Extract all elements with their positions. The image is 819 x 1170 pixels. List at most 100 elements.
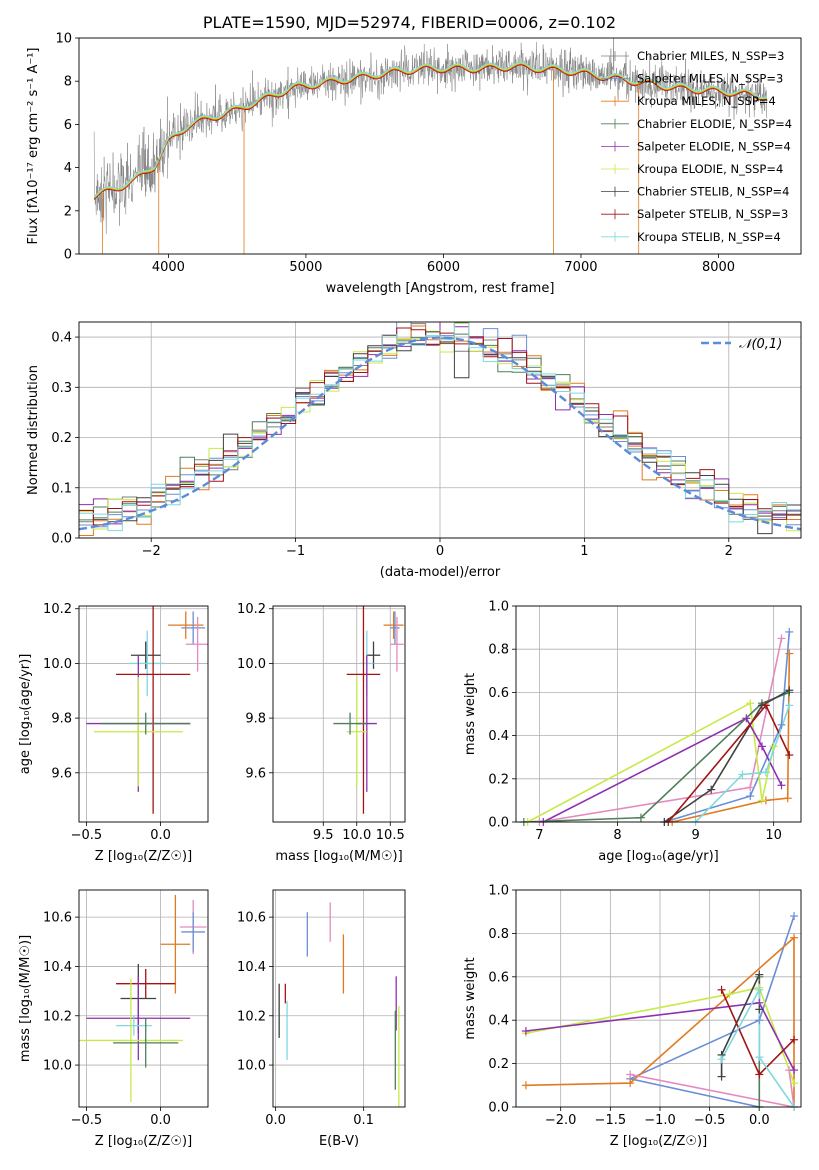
x-tick-label: 9.5 xyxy=(313,828,334,843)
panel-age_vs_Z: −0.5 0.0 9.6 9.8 10.0 10.2 Z [log₁₀(Z/Z☉)] age … xyxy=(18,602,209,864)
weight-line-chabrier_stelib xyxy=(663,689,790,822)
y-tick-label: 0.8 xyxy=(488,643,509,658)
spectrum-model-kroupa_stelib xyxy=(93,61,767,197)
legend-label: Chabrier ELODIE, N_SSP=4 xyxy=(637,117,792,131)
x-axis-label: Z [log₁₀(Z/Z☉)] xyxy=(95,1134,192,1149)
x-tick-label: 5000 xyxy=(289,260,322,275)
y-tick-label: 10.0 xyxy=(43,657,72,672)
panel-weight_vs_age: 7 8 9 10 0.0 0.2 0.4 0.6 0.8 1.0 age [log₁₀(age/yr… xyxy=(463,600,802,864)
plot-area xyxy=(93,38,767,254)
y-tick-label: 10.4 xyxy=(237,960,266,975)
panel-spectrum: 4000 5000 6000 7000 8000 0 2 4 6 8 10 wavelength [A… xyxy=(26,32,802,296)
y-tick-label: 10.2 xyxy=(43,602,72,617)
y-axis-label: mass weight xyxy=(463,957,478,1039)
x-axis-label: E(B-V) xyxy=(319,1134,359,1149)
weight-line-kroupa_miles xyxy=(672,653,791,822)
panel-mass_vs_ebv: 0.0 0.1 10.0 10.2 10.4 10.6 E(B-V) xyxy=(237,889,406,1149)
y-tick-label: 0.6 xyxy=(488,970,509,985)
legend-label: 𝒩(0,1) xyxy=(739,337,782,352)
y-tick-label: 2 xyxy=(64,204,72,219)
x-tick-label: 2 xyxy=(725,544,733,559)
weight-line-salpeter_miles xyxy=(627,915,795,1107)
y-tick-label: 0.0 xyxy=(51,532,72,547)
panel-mass_vs_Z: −0.5 0.0 10.0 10.2 10.4 10.6 Z [log₁₀(Z/Z☉)] ma… xyxy=(18,889,209,1149)
y-tick-label: 0.1 xyxy=(51,481,72,496)
y-tick-label: 10.0 xyxy=(43,1059,72,1074)
weight-line-kroupa_elodie xyxy=(527,701,775,822)
plot-area xyxy=(523,631,791,822)
x-tick-label: 0.0 xyxy=(150,828,171,843)
spectrum-model-kroupa_miles xyxy=(93,63,767,199)
y-axis-label: mass [log₁₀(M/M☉)] xyxy=(18,935,33,1062)
y-tick-label: 10.6 xyxy=(43,911,72,926)
panel-age_vs_mass: 9.5 10.0 10.5 9.6 9.8 10.0 10.2 mass [log₁₀(M/M… xyxy=(237,602,406,864)
axes-frame xyxy=(272,889,406,1108)
legend-label: Salpeter STELIB, N_SSP=3 xyxy=(637,207,788,221)
axes-frame xyxy=(272,605,406,823)
x-tick-label: 1 xyxy=(580,544,588,559)
x-tick-label: 10.5 xyxy=(376,828,405,843)
axes-frame xyxy=(515,889,802,1108)
y-tick-label: 0.8 xyxy=(488,927,509,942)
weight-line-salpeter_elodie xyxy=(542,717,783,822)
x-axis-label: wavelength [Angstrom, rest frame] xyxy=(326,281,555,296)
x-tick-label: 6000 xyxy=(427,260,460,275)
x-tick-label: −1.0 xyxy=(644,1113,676,1128)
x-tick-label: −2 xyxy=(142,544,161,559)
y-axis-label: mass weight xyxy=(463,673,478,755)
y-tick-label: 0.4 xyxy=(488,729,509,744)
x-tick-label: 0.0 xyxy=(265,1113,286,1128)
y-tick-label: 0.0 xyxy=(488,816,509,831)
y-tick-label: 0.6 xyxy=(488,686,509,701)
y-tick-label: 10.0 xyxy=(237,1059,266,1074)
y-tick-label: 10 xyxy=(55,32,72,47)
x-tick-label: 8 xyxy=(613,828,621,843)
x-tick-label: 9 xyxy=(691,828,699,843)
plot-area xyxy=(79,322,801,536)
axes-frame xyxy=(78,321,802,539)
x-tick-label: −0.5 xyxy=(71,1113,103,1128)
weight-line-kroupa_stelib xyxy=(695,705,791,822)
y-tick-label: 0.2 xyxy=(51,431,72,446)
y-tick-label: 10.6 xyxy=(237,911,266,926)
y-tick-label: 0 xyxy=(64,248,72,263)
y-tick-label: 4 xyxy=(64,161,72,176)
y-tick-label: 6 xyxy=(64,118,72,133)
plot-area xyxy=(86,606,208,814)
y-tick-label: 10.2 xyxy=(43,1009,72,1024)
axes-frame xyxy=(78,37,802,255)
x-tick-label: 0.0 xyxy=(150,1113,171,1128)
x-tick-label: 0.0 xyxy=(749,1113,770,1128)
plot-area xyxy=(333,606,404,814)
x-axis-label: (data-model)/error xyxy=(380,565,501,580)
y-tick-label: 9.6 xyxy=(51,766,72,781)
legend-label: Kroupa STELIB, N_SSP=4 xyxy=(637,230,781,244)
x-tick-label: −1.5 xyxy=(595,1113,627,1128)
legend-label: Chabrier MILES, N_SSP=3 xyxy=(637,49,784,63)
x-tick-label: 10 xyxy=(765,828,782,843)
x-tick-label: 0 xyxy=(436,544,444,559)
legend-label: Salpeter MILES, N_SSP=3 xyxy=(637,72,783,86)
y-tick-label: 0.2 xyxy=(488,772,509,787)
legend-label: Chabrier STELIB, N_SSP=4 xyxy=(637,185,789,199)
panel-weight_vs_Z: −2.0 −1.5 −1.0 −0.5 0.0 0.0 0.2 0.4 0.6 0.8 1.0 Z [… xyxy=(463,884,802,1149)
panel-residuals: −2 −1 0 1 2 0.0 0.1 0.2 0.3 0.4 (data-model)/error… xyxy=(26,321,802,580)
y-tick-label: 10.2 xyxy=(237,1009,266,1024)
y-tick-label: 1.0 xyxy=(488,884,509,899)
x-tick-label: 0.1 xyxy=(353,1113,374,1128)
spectrum-data-line xyxy=(93,38,767,234)
axes-frame xyxy=(78,605,209,823)
y-tick-label: 0.3 xyxy=(51,381,72,396)
spectrum-model-kroupa_elodie xyxy=(93,62,767,198)
x-tick-label: −0.5 xyxy=(71,828,103,843)
y-tick-label: 9.8 xyxy=(51,712,72,727)
weight-line-pink xyxy=(630,1069,795,1107)
figure-title: PLATE=1590, MJD=52974, FIBERID=0006, z=0… xyxy=(202,13,617,32)
plot-area xyxy=(525,915,795,1107)
plot-area xyxy=(79,894,207,1103)
y-axis-label: Flux [fλ10⁻¹⁷ erg cm⁻² s⁻¹ A⁻¹] xyxy=(26,48,41,245)
normal-curve xyxy=(79,336,801,531)
y-tick-label: 1.0 xyxy=(488,600,509,615)
y-tick-label: 10.2 xyxy=(237,602,266,617)
